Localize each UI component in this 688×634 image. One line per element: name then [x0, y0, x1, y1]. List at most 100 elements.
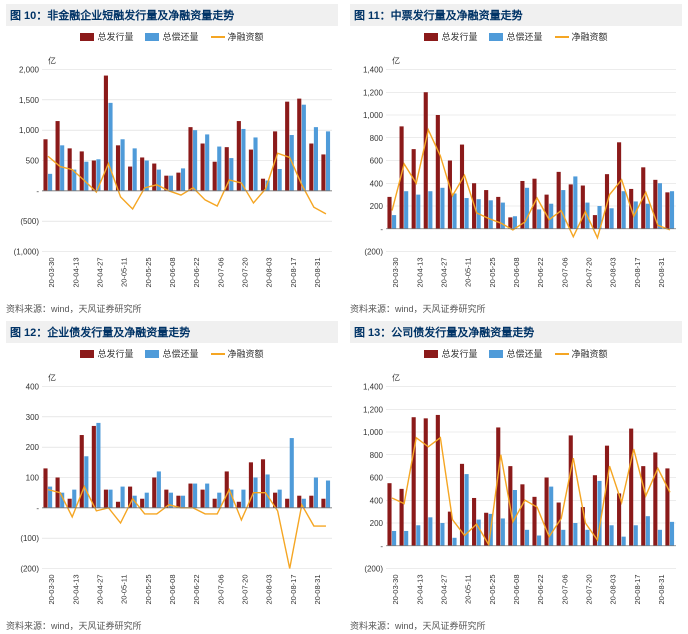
svg-text:20-05-25: 20-05-25 — [144, 258, 153, 288]
svg-text:1,000: 1,000 — [363, 111, 384, 120]
svg-text:-: - — [36, 187, 39, 196]
svg-text:20-07-20: 20-07-20 — [240, 575, 249, 605]
svg-text:20-08-03: 20-08-03 — [265, 575, 274, 605]
chart-panel-c10: 图 10：非金融企业短融发行量及净融资量走势 总发行量 总偿还量 净融资额 (1… — [0, 0, 344, 317]
svg-text:20-07-20: 20-07-20 — [240, 258, 249, 288]
chart-source: 资料来源：wind，天风证券研究所 — [350, 300, 682, 315]
svg-text:20-07-20: 20-07-20 — [584, 258, 593, 288]
svg-text:400: 400 — [370, 496, 384, 505]
svg-text:20-08-17: 20-08-17 — [633, 258, 642, 288]
svg-text:1,000: 1,000 — [363, 428, 384, 437]
svg-text:20-08-03: 20-08-03 — [609, 575, 618, 605]
legend-net: 净融资额 — [211, 30, 264, 43]
svg-text:20-05-11: 20-05-11 — [120, 575, 129, 604]
svg-text:20-08-17: 20-08-17 — [289, 258, 298, 288]
svg-text:-: - — [36, 504, 39, 513]
svg-text:20-07-20: 20-07-20 — [584, 575, 593, 605]
chart-title: 图 10：非金融企业短融发行量及净融资量走势 — [6, 4, 338, 26]
svg-text:(200): (200) — [364, 565, 383, 574]
chart-plot: (200)-2004006008001,0001,2001,400亿20-03-… — [350, 45, 682, 300]
svg-text:20-06-08: 20-06-08 — [512, 258, 521, 288]
svg-text:20-08-31: 20-08-31 — [657, 575, 666, 605]
legend-repay: 总偿还量 — [145, 30, 198, 43]
svg-text:20-06-22: 20-06-22 — [192, 575, 201, 605]
svg-text:20-03-30: 20-03-30 — [47, 258, 56, 288]
chart-title: 图 13：公司债发行量及净融资量走势 — [350, 321, 682, 343]
svg-text:20-08-03: 20-08-03 — [609, 258, 618, 288]
svg-text:20-05-25: 20-05-25 — [488, 575, 497, 605]
svg-text:20-06-22: 20-06-22 — [192, 258, 201, 288]
svg-text:1,000: 1,000 — [19, 126, 40, 135]
legend-issuance: 总发行量 — [80, 30, 133, 43]
chart-title: 图 12：企业债发行量及净融资量走势 — [6, 321, 338, 343]
chart-source: 资料来源：wind，天风证券研究所 — [6, 300, 338, 315]
svg-text:亿: 亿 — [48, 373, 56, 383]
chart-source: 资料来源：wind，天风证券研究所 — [350, 617, 682, 632]
chart-source: 资料来源：wind，天风证券研究所 — [6, 617, 338, 632]
svg-text:20-04-13: 20-04-13 — [71, 575, 80, 605]
svg-text:800: 800 — [370, 451, 384, 460]
svg-text:20-08-31: 20-08-31 — [313, 258, 322, 288]
chart-legend: 总发行量 总偿还量 净融资额 — [6, 28, 338, 45]
chart-legend: 总发行量 总偿还量 净融资额 — [6, 345, 338, 362]
svg-text:-: - — [380, 542, 383, 551]
svg-text:200: 200 — [370, 519, 384, 528]
svg-text:(1,000): (1,000) — [14, 248, 40, 257]
svg-text:20-08-03: 20-08-03 — [265, 258, 274, 288]
legend-issuance: 总发行量 — [424, 30, 477, 43]
svg-text:20-06-08: 20-06-08 — [168, 258, 177, 288]
svg-text:亿: 亿 — [392, 56, 400, 66]
svg-text:20-05-11: 20-05-11 — [120, 258, 129, 287]
svg-text:亿: 亿 — [392, 373, 400, 383]
svg-text:20-04-13: 20-04-13 — [415, 575, 424, 605]
legend-issuance: 总发行量 — [80, 347, 133, 360]
legend-repay: 总偿还量 — [489, 30, 542, 43]
svg-text:1,200: 1,200 — [363, 405, 384, 414]
svg-text:20-07-06: 20-07-06 — [216, 258, 225, 288]
svg-text:2,000: 2,000 — [19, 66, 40, 75]
svg-text:1,400: 1,400 — [363, 383, 384, 392]
svg-text:20-04-27: 20-04-27 — [95, 575, 104, 605]
svg-text:600: 600 — [370, 474, 384, 483]
svg-text:800: 800 — [370, 134, 384, 143]
legend-issuance: 总发行量 — [424, 347, 477, 360]
svg-text:20-06-22: 20-06-22 — [536, 575, 545, 605]
legend-net: 净融资额 — [555, 347, 608, 360]
svg-text:200: 200 — [370, 202, 384, 211]
svg-text:20-04-27: 20-04-27 — [95, 258, 104, 288]
svg-text:20-05-11: 20-05-11 — [464, 575, 473, 604]
svg-text:20-08-31: 20-08-31 — [313, 575, 322, 605]
chart-title: 图 11：中票发行量及净融资量走势 — [350, 4, 682, 26]
svg-text:-: - — [380, 225, 383, 234]
svg-text:20-08-17: 20-08-17 — [289, 575, 298, 605]
svg-text:20-08-31: 20-08-31 — [657, 258, 666, 288]
legend-repay: 总偿还量 — [489, 347, 542, 360]
charts-grid: 图 10：非金融企业短融发行量及净融资量走势 总发行量 总偿还量 净融资额 (1… — [0, 0, 688, 551]
svg-text:1,200: 1,200 — [363, 88, 384, 97]
svg-text:20-04-27: 20-04-27 — [439, 258, 448, 288]
svg-text:1,400: 1,400 — [363, 66, 384, 75]
svg-text:(200): (200) — [364, 248, 383, 257]
chart-legend: 总发行量 总偿还量 净融资额 — [350, 28, 682, 45]
svg-text:20-05-25: 20-05-25 — [144, 575, 153, 605]
legend-net: 净融资额 — [555, 30, 608, 43]
svg-text:20-08-17: 20-08-17 — [633, 575, 642, 605]
svg-text:20-03-30: 20-03-30 — [391, 258, 400, 288]
svg-text:20-04-13: 20-04-13 — [71, 258, 80, 288]
svg-text:20-07-06: 20-07-06 — [560, 258, 569, 288]
chart-panel-c13: 图 13：公司债发行量及净融资量走势 总发行量 总偿还量 净融资额 (200) -… — [344, 317, 688, 634]
svg-text:20-06-08: 20-06-08 — [168, 575, 177, 605]
chart-plot: (1,000)(500)-5001,0001,5002,000亿20-03-30… — [6, 45, 338, 300]
svg-text:20-05-25: 20-05-25 — [488, 258, 497, 288]
svg-text:(500): (500) — [20, 217, 39, 226]
svg-text:1,500: 1,500 — [19, 96, 40, 105]
chart-panel-c11: 图 11：中票发行量及净融资量走势 总发行量 总偿还量 净融资额 (200) - 2… — [344, 0, 688, 317]
svg-text:20-07-06: 20-07-06 — [216, 575, 225, 605]
chart-plot: (200) - 200 400 600 800 1,000 1,200 1,400 亿 20-03-… — [350, 362, 682, 617]
svg-text:100: 100 — [26, 474, 40, 483]
legend-repay: 总偿还量 — [145, 347, 198, 360]
svg-text:400: 400 — [370, 179, 384, 188]
svg-text:亿: 亿 — [48, 56, 56, 66]
svg-text:20-03-30: 20-03-30 — [391, 575, 400, 605]
svg-text:300: 300 — [26, 413, 40, 422]
